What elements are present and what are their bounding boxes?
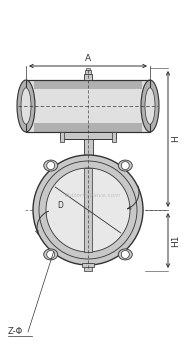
Bar xyxy=(112,132,116,142)
Text: H1: H1 xyxy=(171,234,180,247)
Ellipse shape xyxy=(118,160,132,171)
Bar xyxy=(84,139,93,156)
Text: ButterflyValve.com: ButterflyValve.com xyxy=(65,193,121,198)
Circle shape xyxy=(46,168,130,252)
Text: H: H xyxy=(171,136,180,142)
Bar xyxy=(84,74,92,80)
Bar xyxy=(34,80,142,89)
Text: Z-Φ: Z-Φ xyxy=(8,327,23,336)
Bar xyxy=(60,132,64,142)
Circle shape xyxy=(33,155,143,265)
Bar xyxy=(82,263,94,267)
Bar xyxy=(85,161,91,162)
Circle shape xyxy=(47,251,55,258)
Text: D: D xyxy=(57,200,63,209)
Circle shape xyxy=(39,161,137,259)
Ellipse shape xyxy=(21,88,31,124)
Bar xyxy=(80,156,97,161)
Bar xyxy=(34,123,142,132)
Circle shape xyxy=(121,161,129,170)
Bar xyxy=(85,70,91,74)
Ellipse shape xyxy=(145,88,155,124)
Ellipse shape xyxy=(118,249,132,260)
Ellipse shape xyxy=(141,80,159,132)
Ellipse shape xyxy=(44,249,58,260)
Circle shape xyxy=(121,251,129,258)
Bar xyxy=(26,80,150,132)
Bar xyxy=(84,263,92,271)
Text: A: A xyxy=(85,54,91,63)
Ellipse shape xyxy=(17,80,35,132)
Ellipse shape xyxy=(44,160,58,171)
Circle shape xyxy=(47,161,55,170)
Bar xyxy=(26,80,150,132)
Bar xyxy=(82,160,95,164)
Bar xyxy=(84,168,92,252)
Bar xyxy=(86,68,90,70)
Bar xyxy=(26,80,150,132)
Bar xyxy=(60,132,116,139)
